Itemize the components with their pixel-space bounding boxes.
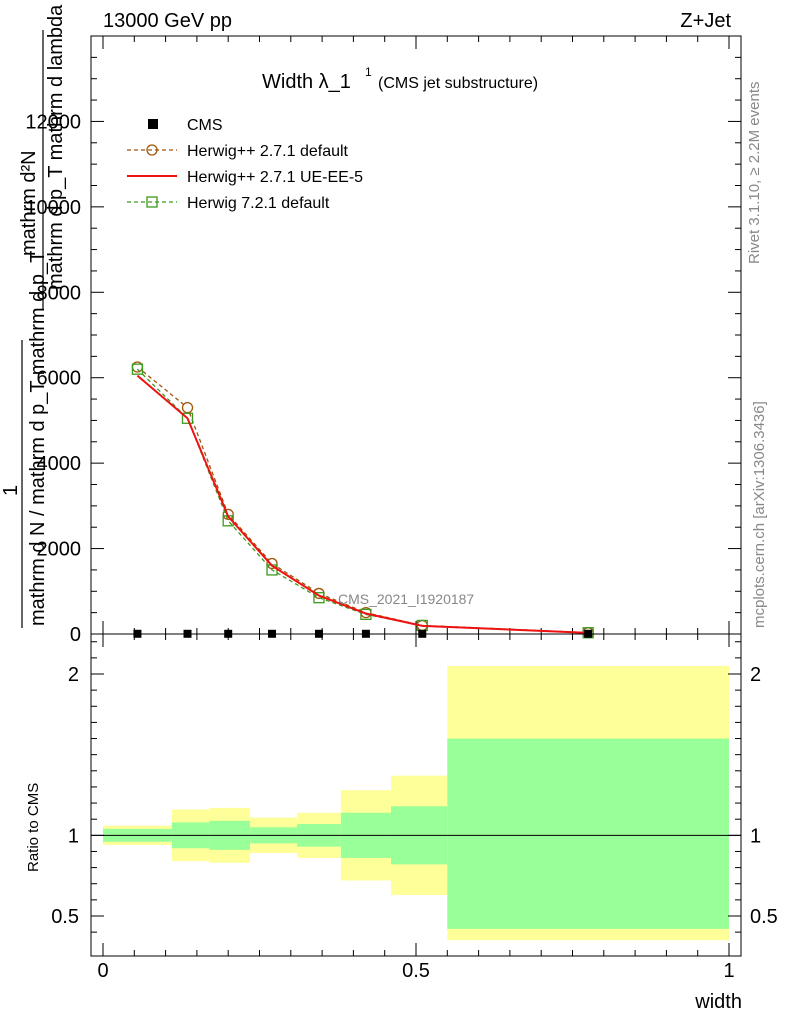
ratio-ylabel: Ratio to CMS (25, 783, 42, 872)
ratio-ytick-label: 1 (68, 825, 79, 847)
point-herwig-7-2-1-default (131, 363, 144, 375)
legend-marker-herwig7 (146, 196, 158, 208)
legend-label-herwig-default: Herwig++ 2.7.1 default (187, 143, 349, 160)
legend-label-herwig-ue: Herwig++ 2.7.1 UE-EE-5 (187, 169, 363, 186)
process-label: Z+Jet (680, 10, 731, 32)
main-ytick-label: 10000 (25, 197, 81, 219)
point-herwig-7-2-1-default (181, 412, 194, 424)
legend-marker-herwig-default (146, 144, 158, 156)
ylabel-top-denominator: mathrm d p_T mathrm d lambda (45, 4, 67, 290)
ylabel-bottom: mathrm d N / mathrm d p_T mathrm d p_T (27, 251, 49, 626)
legend-marker-cms (148, 119, 158, 129)
xtick-label: 0.5 (402, 960, 430, 982)
main-ytick-label: 8000 (37, 282, 82, 304)
ratio-ytick-label: 2 (68, 664, 79, 686)
main-ytick-label: 0 (70, 624, 81, 646)
main-ytick-label: 12000 (25, 111, 81, 133)
ylabel-prefix: 1 (0, 485, 22, 496)
ratio-plot-panel: 0.5 0.5 1 1 2 2 0 0.5 1 Ratio to CMS width (25, 633, 778, 1013)
main-ytick-label: 4000 (37, 453, 82, 475)
legend-label-cms: CMS (187, 117, 223, 134)
rivet-version-label: Rivet 3.1.10, ≥ 2.2M events (746, 82, 763, 265)
series-line-herwig-2-7-1-ue-ee-5 (136, 374, 589, 634)
ratio-band-inner (447, 738, 729, 929)
ratio-axis-ticks: 0.5 0.5 1 1 2 2 0 0.5 1 (51, 634, 778, 982)
series-line-herwig-7-2-1-default (136, 368, 589, 634)
ratio-ytick-label-right: 2 (750, 664, 761, 686)
energy-label: 13000 GeV pp (103, 10, 232, 32)
point-herwig-2-7-1-default (181, 401, 194, 414)
xtick-label: 0 (97, 960, 108, 982)
xlabel: width (694, 991, 742, 1013)
legend: CMS Herwig++ 2.7.1 default Herwig++ 2.7.… (127, 117, 363, 212)
plot-title-superscript: 1 (365, 65, 372, 79)
main-ytick-label: 2000 (37, 539, 82, 561)
main-y-axis-label: mathrm d²N mathrm d p_T mathrm d lambda … (0, 4, 67, 628)
ratio-ytick-label-right: 0.5 (750, 906, 778, 928)
main-axis-ticks: 0 2000 4000 6000 8000 10000 12000 (25, 36, 741, 646)
plot-title: Width λ_1 (262, 71, 351, 93)
plot-subtitle: (CMS jet substructure) (378, 75, 538, 92)
legend-label-herwig7: Herwig 7.2.1 default (187, 195, 330, 212)
ratio-bands (91, 665, 741, 941)
ylabel-top-numerator: mathrm d²N (18, 150, 40, 256)
main-ytick-label: 6000 (37, 368, 82, 390)
analysis-watermark: CMS_2021_I1920187 (338, 591, 474, 607)
xtick-label: 1 (723, 960, 734, 982)
ratio-ytick-label-right: 1 (750, 825, 761, 847)
mcplots-label: mcplots.cern.ch [arXiv:1306.3436] (751, 401, 768, 628)
ratio-ytick-label: 0.5 (51, 906, 79, 928)
